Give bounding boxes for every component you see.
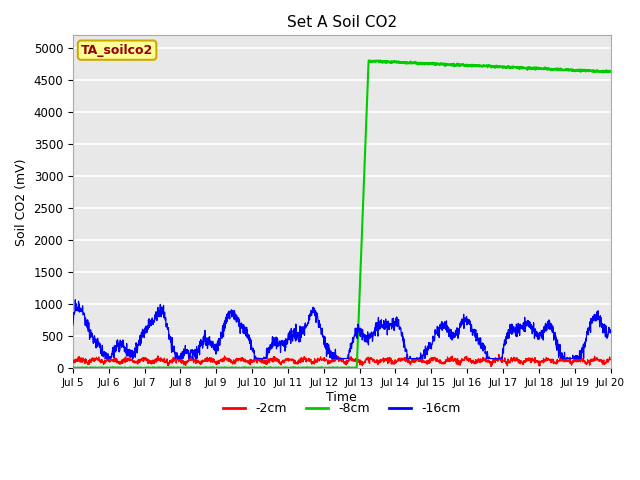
Text: TA_soilco2: TA_soilco2 <box>81 44 153 57</box>
X-axis label: Time: Time <box>326 391 357 404</box>
Y-axis label: Soil CO2 (mV): Soil CO2 (mV) <box>15 158 28 245</box>
Legend: -2cm, -8cm, -16cm: -2cm, -8cm, -16cm <box>218 397 465 420</box>
Title: Set A Soil CO2: Set A Soil CO2 <box>287 15 397 30</box>
